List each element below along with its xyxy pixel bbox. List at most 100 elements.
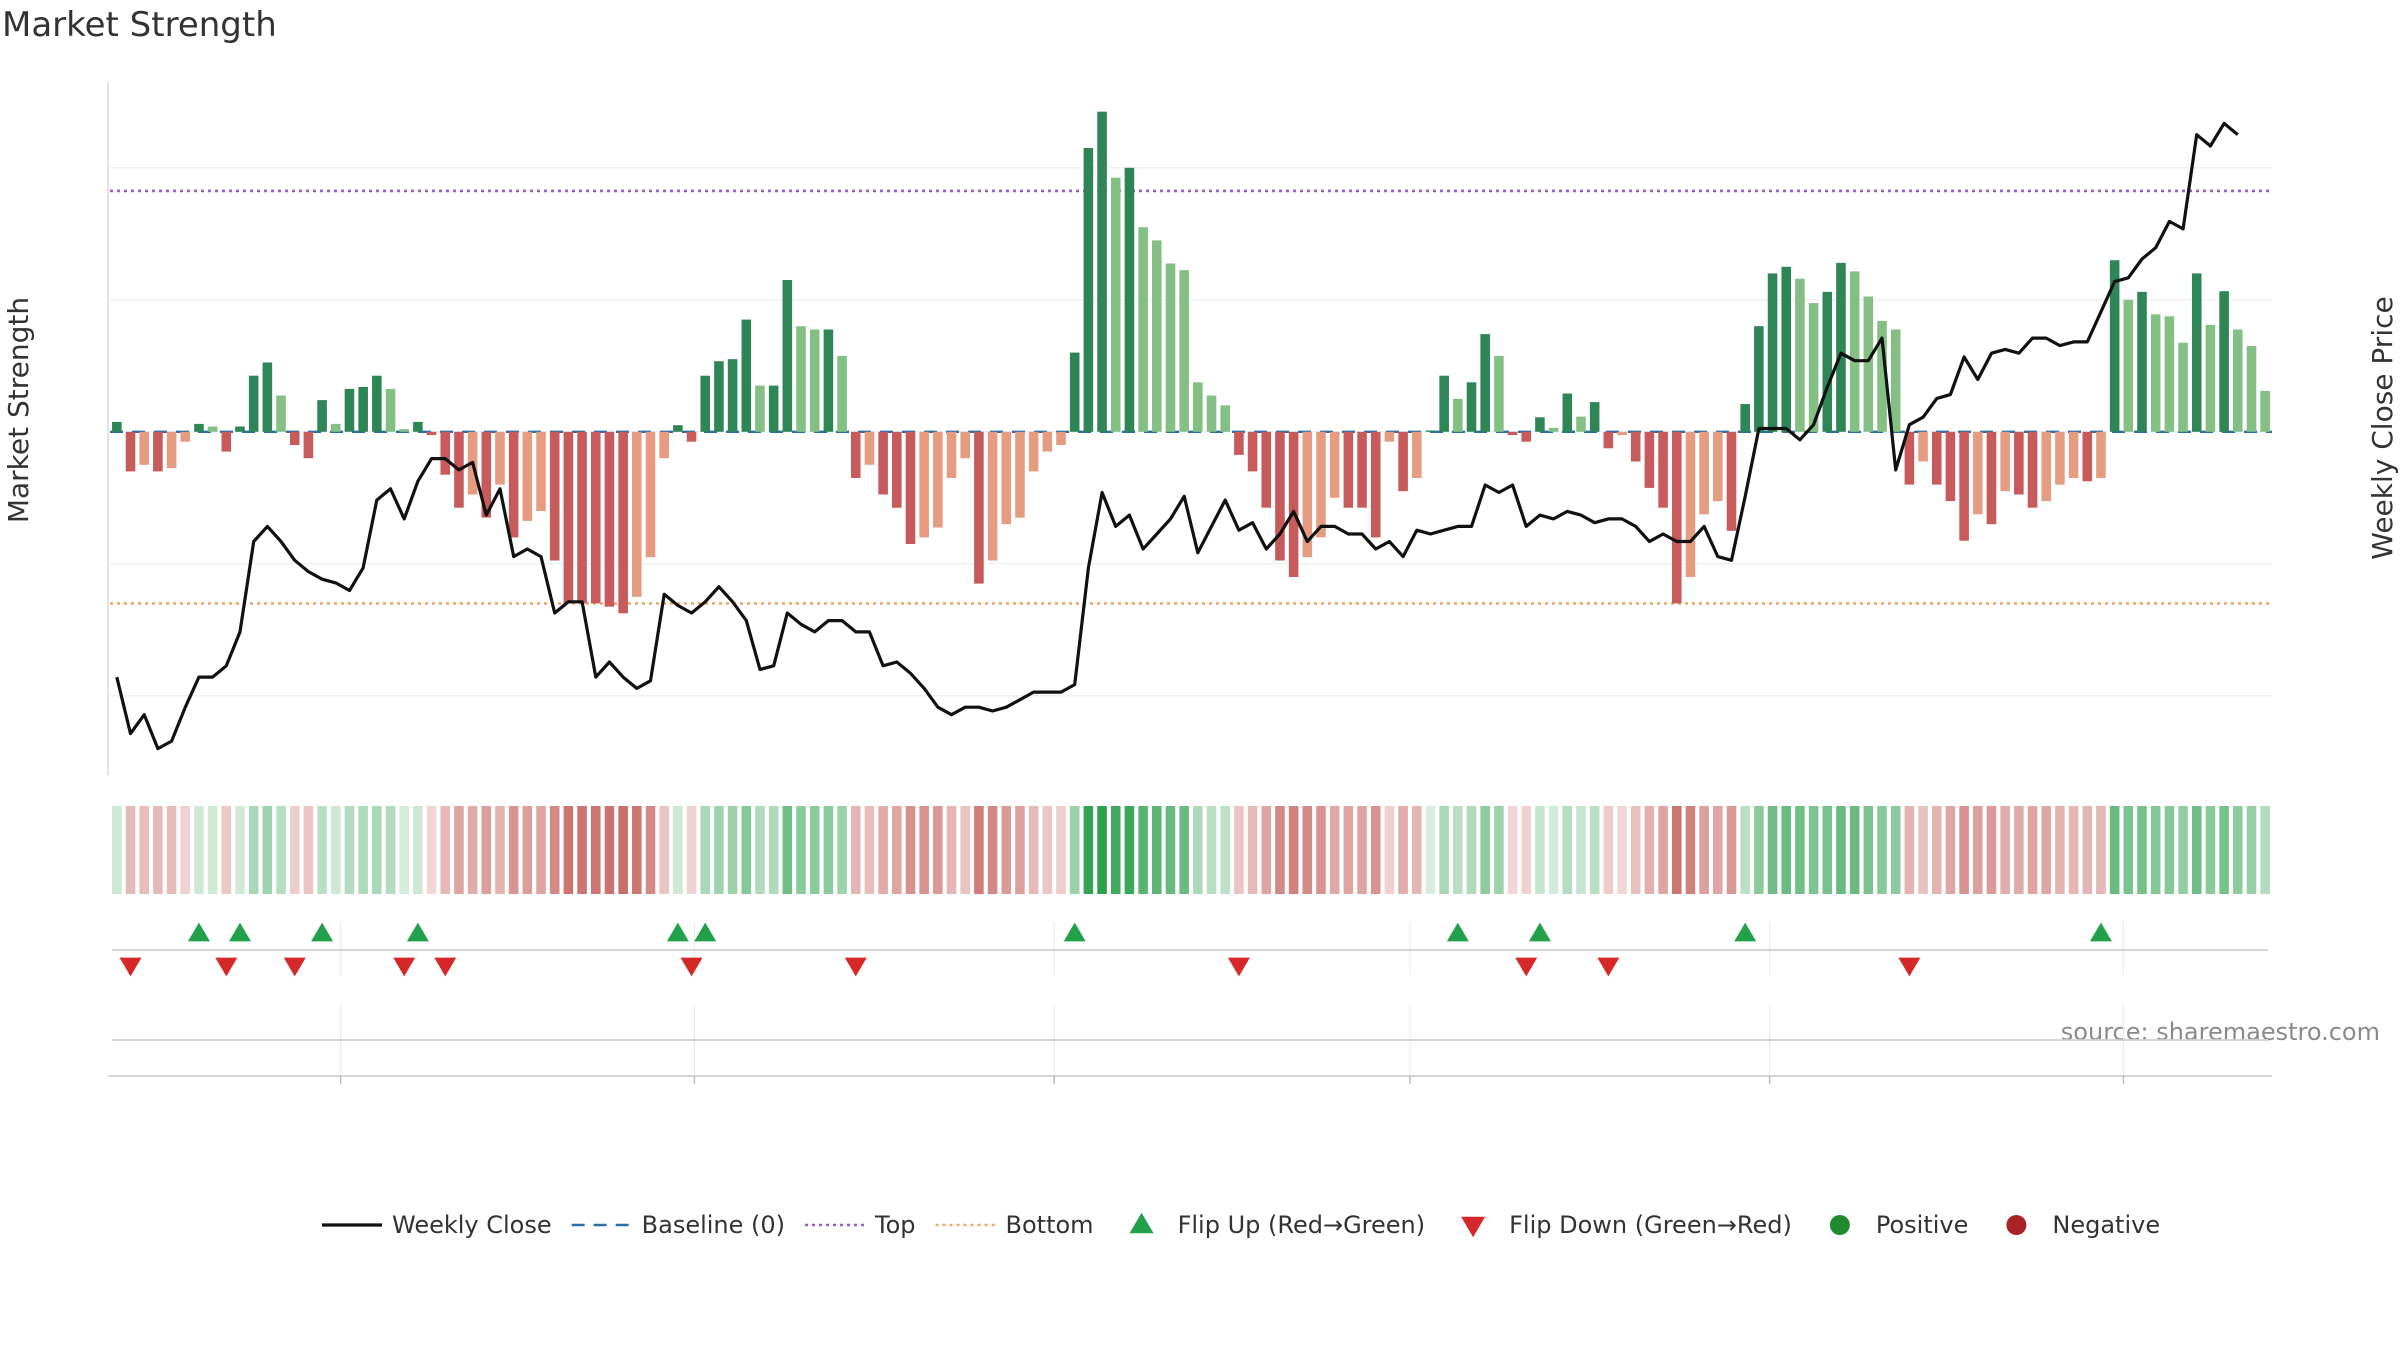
legend: Weekly Close Baseline (0) Top Bottom Flip Up… [322, 1211, 2160, 1239]
strength-bar [632, 431, 642, 597]
strength-strip-cell [413, 806, 423, 894]
strength-bar [248, 375, 259, 432]
strength-bar [1781, 266, 1792, 432]
strength-bar [1589, 402, 1600, 432]
strength-bar [1630, 431, 1641, 462]
reference-lines [110, 189, 2272, 605]
strength-strip-cell [1028, 806, 1039, 894]
strength-bar [536, 431, 546, 511]
strength-bar [1069, 352, 1080, 432]
strength-bar [1767, 273, 1778, 432]
strength-strip-cell [1411, 806, 1422, 894]
strength-strip-cell [440, 806, 451, 894]
strength-strip-cell [2000, 806, 2010, 894]
strength-strip-cell [248, 806, 259, 894]
x-axis [108, 1039, 2272, 1084]
strength-bar [2096, 431, 2106, 478]
strength-bar [207, 426, 218, 432]
flip-down-marker [1515, 957, 1538, 977]
strength-strip-cell [549, 806, 560, 894]
strength-strip-cell [823, 806, 834, 894]
strength-strip-cell [1521, 806, 1532, 894]
strength-strip-cell [1562, 806, 1573, 894]
flip-down-marker [215, 957, 238, 977]
strength-bar [1918, 431, 1928, 462]
strength-strip-cell [1480, 806, 1490, 894]
strength-bar [1836, 262, 1846, 432]
strength-bar [1863, 296, 1874, 432]
strength-strip-cell [1754, 806, 1764, 894]
strength-strip-cell [755, 806, 765, 894]
strength-strip-cell [289, 806, 300, 894]
strength-strip-cell [1275, 806, 1285, 894]
strength-bar [508, 431, 519, 538]
strength-strip-cell [2233, 806, 2243, 894]
strength-strip-cell [1945, 806, 1956, 894]
strength-strip-cell [809, 806, 820, 894]
strength-bar [1357, 431, 1367, 508]
strength-strip-cell [385, 806, 396, 894]
strength-strip-cell [892, 806, 902, 894]
strength-strip-cell [1097, 806, 1107, 894]
strength-bar [1453, 398, 1463, 432]
strength-bar [2137, 291, 2147, 432]
strength-bar [809, 329, 820, 432]
strength-bar [2041, 431, 2052, 502]
strength-bar [112, 421, 122, 432]
strength-bar [1015, 431, 1025, 518]
strength-bar [1398, 431, 1408, 492]
strength-bar [1220, 405, 1230, 432]
strength-bar [741, 319, 752, 432]
strength-strip-cell [2164, 806, 2175, 894]
strength-bar [768, 385, 779, 432]
flip-up-marker [187, 922, 210, 942]
y-axis-label: Market Strength [2, 297, 35, 523]
strength-strip-cell [1535, 806, 1545, 894]
strength-bar [618, 431, 628, 614]
strength-strip-cell [235, 806, 245, 894]
strength-bar [1288, 431, 1299, 577]
strength-bar [1795, 278, 1805, 432]
strength-bar [1234, 431, 1244, 455]
strength-strip-cell [850, 806, 861, 894]
strength-strip-cell [2027, 806, 2038, 894]
strength-strip-cell [344, 806, 355, 894]
strength-strip-cell [2068, 806, 2079, 894]
strength-bar [782, 280, 793, 432]
flip-up-marker [1446, 922, 1469, 942]
strength-bar [1685, 431, 1696, 577]
strength-bar [1890, 329, 1901, 432]
strength-bar [919, 431, 929, 538]
strength-bar [166, 431, 177, 469]
strength-bar [1959, 431, 1969, 541]
strength-bar [1822, 291, 1833, 432]
strength-strip-cell [1179, 806, 1189, 894]
strength-strip-cell [700, 806, 711, 894]
strength-strip-cell [1726, 806, 1737, 894]
strength-bar [1521, 431, 1532, 442]
strength-strip-cell [536, 806, 546, 894]
strength-bar [987, 431, 998, 561]
strength-bar [2068, 431, 2079, 478]
strength-strip-cell [194, 806, 204, 894]
strength-strip-cell [1630, 806, 1641, 894]
strength-bar [413, 421, 423, 432]
strength-bar [194, 423, 204, 432]
flip-down-marker [1597, 957, 1620, 977]
strength-strip-cell [782, 806, 793, 894]
strength-strip-cell [1904, 806, 1915, 894]
strength-bar [139, 431, 149, 465]
y2-axis-label: Weekly Close Price [2366, 296, 2399, 559]
strength-bar [686, 431, 697, 442]
strength-bar [796, 326, 806, 432]
strength-strip-cell [1671, 806, 1682, 894]
strength-bar [235, 426, 245, 432]
flip-up-marker [1528, 922, 1551, 942]
strength-bar [1138, 227, 1148, 432]
flip-down-marker [1898, 957, 1921, 977]
strength-bar [577, 431, 587, 604]
strength-strip-cell [741, 806, 752, 894]
strength-bar [1548, 427, 1559, 432]
strength-bar [1384, 431, 1395, 442]
strength-strip-cell [618, 806, 628, 894]
